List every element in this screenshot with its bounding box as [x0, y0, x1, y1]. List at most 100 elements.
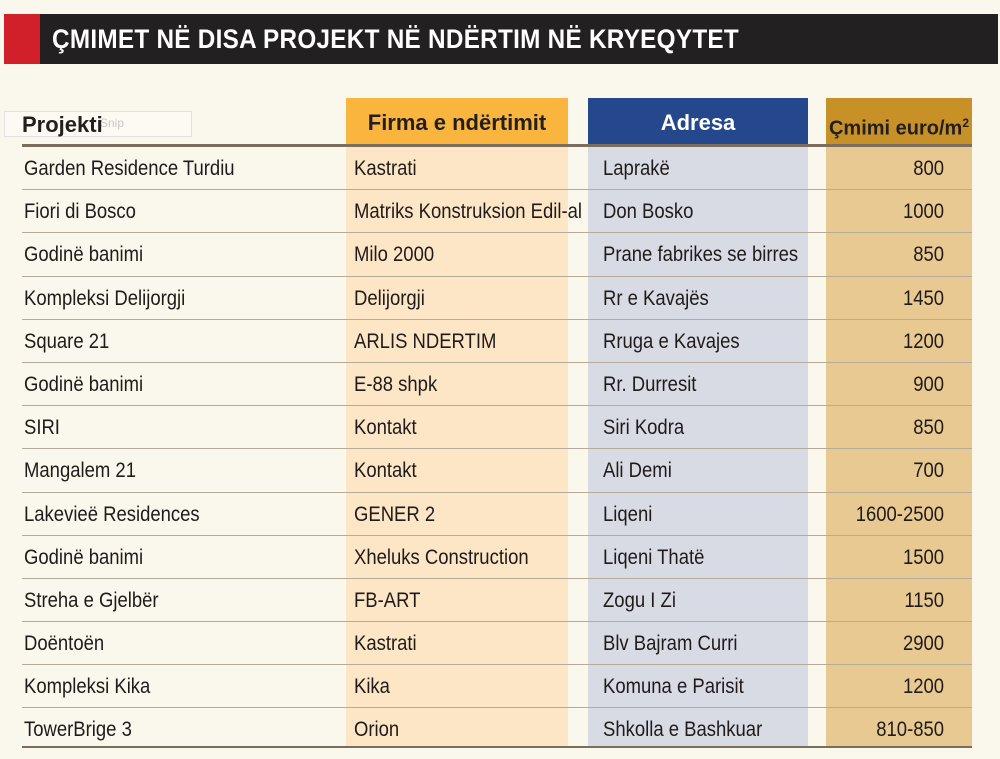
firm-cell: Milo 2000 — [354, 243, 435, 267]
title-accent — [4, 14, 40, 64]
firm-cell: E-88 shpk — [354, 372, 438, 396]
snip-overlay-box — [4, 111, 192, 137]
address-cell: Rr. Durresit — [603, 372, 697, 396]
row-divider — [22, 275, 972, 277]
price-value: 1500 — [902, 545, 945, 569]
firm-column-background — [346, 98, 568, 748]
firm-cell: Kontakt — [354, 459, 417, 483]
address-cell: Liqeni Thatë — [603, 545, 705, 569]
project-cell: Mangalem 21 — [24, 459, 136, 483]
title-bar: ÇMIMET NË DISA PROJEKT NË NDËRTIM NË KRY… — [4, 14, 998, 64]
table-row: Streha e Gjelbër FB-ART Zogu I Zi 1150 — [0, 579, 1000, 623]
project-cell: Streha e Gjelbër — [24, 588, 159, 612]
row-divider — [22, 448, 972, 450]
snip-label: Snip — [100, 116, 125, 130]
table-row: Godinë banimi Xheluks Construction Liqeni … — [0, 536, 1000, 579]
address-cell: Siri Kodra — [603, 416, 685, 440]
project-cell: Godinë banimi — [24, 545, 144, 569]
firm-cell: Kastrati — [354, 632, 417, 656]
project-cell: Godinë banimi — [24, 372, 144, 396]
address-cell: Laprakë — [603, 157, 670, 180]
project-cell: Square 21 — [24, 329, 110, 353]
firm-cell: ARLIS NDERTIM — [354, 329, 497, 353]
row-divider — [22, 621, 972, 623]
header-divider — [22, 144, 972, 147]
price-cell: 1200 — [844, 665, 974, 708]
price-value: 850 — [913, 416, 945, 440]
price-value: 700 — [913, 459, 945, 483]
table-row: Fiori di Bosco Matriks Konstruksion Edil-… — [0, 190, 1000, 234]
firm-cell: Xheluks Construction — [354, 545, 529, 569]
table-row: Mangalem 21 Kontakt Ali Demi 700 — [0, 449, 1000, 493]
table-row: Godinë banimi E-88 shpk Rr. Durresit 900 — [0, 363, 1000, 407]
price-value: 1600-2500 — [855, 502, 945, 526]
table-row: Square 21 ARLIS NDERTIM Rruga e Kavajes 120… — [0, 320, 1000, 363]
row-divider — [22, 664, 972, 666]
address-cell: Zogu I Zi — [603, 588, 676, 612]
price-cell: 700 — [844, 449, 974, 492]
table-row: Garden Residence Turdiu Kastrati Laprakë 80… — [0, 147, 1000, 191]
price-cell: 2900 — [844, 622, 974, 665]
address-cell: Prane fabrikes se birres — [603, 243, 799, 267]
project-cell: SIRI — [24, 416, 60, 440]
firm-cell: Kastrati — [354, 157, 417, 180]
row-divider — [22, 318, 972, 320]
firm-cell: Matriks Konstruksion Edil-al — [354, 200, 583, 224]
firm-cell: GENER 2 — [354, 502, 436, 526]
address-cell: Komuna e Parisit — [603, 675, 744, 699]
table-row: Kompleksi Delijorgji Delijorgji Rr e Kavaj… — [0, 277, 1000, 320]
price-table-body: Garden Residence Turdiu Kastrati Laprakë 80… — [0, 147, 1000, 752]
project-cell: Godinë banimi — [24, 243, 144, 267]
price-cell: 1500 — [844, 536, 974, 579]
firm-cell: Orion — [354, 718, 400, 742]
project-cell: TowerBrige 3 — [24, 718, 132, 742]
price-cell: 1200 — [844, 320, 974, 363]
page-title: ÇMIMET NË DISA PROJEKT NË NDËRTIM NË KRY… — [52, 24, 740, 54]
table-row: Lakevieë Residences GENER 2 Liqeni 1600-250… — [0, 493, 1000, 536]
table-row: TowerBrige 3 Orion Shkolla e Bashkuar 810-8… — [0, 708, 1000, 751]
project-cell: Fiori di Bosco — [24, 200, 136, 224]
header-price-label: Çmimi euro/m — [828, 117, 963, 140]
row-divider — [22, 189, 972, 191]
price-value: 1200 — [902, 675, 945, 699]
address-cell: Don Bosko — [603, 200, 694, 224]
address-cell: Rr e Kavajës — [603, 286, 709, 310]
row-divider — [22, 491, 972, 493]
table-row: Doëntoën Kastrati Blv Bajram Curri 2900 — [0, 622, 1000, 666]
price-value: 1150 — [904, 588, 945, 612]
header-price-superscript: 2 — [962, 116, 970, 130]
project-cell: Lakevieë Residences — [24, 502, 200, 526]
header-project: Projekti — [22, 112, 103, 137]
row-divider — [22, 577, 972, 579]
table-row: Kompleksi Kika Kika Komuna e Parisit 1200 — [0, 665, 1000, 709]
address-cell: Ali Demi — [603, 459, 672, 483]
project-cell: Garden Residence Turdiu — [24, 157, 235, 180]
price-value: 2900 — [902, 632, 945, 656]
price-value: 900 — [913, 372, 945, 396]
project-cell: Kompleksi Kika — [24, 675, 151, 699]
project-cell: Doëntoën — [24, 632, 105, 656]
price-value: 1200 — [902, 329, 945, 353]
row-divider — [22, 405, 972, 407]
table-row: Godinë banimi Milo 2000 Prane fabrikes se … — [0, 233, 1000, 277]
header-price: Çmimi euro/m2 — [826, 98, 972, 144]
price-value: 850 — [913, 243, 945, 267]
price-value: 1000 — [902, 200, 945, 224]
project-cell: Kompleksi Delijorgji — [24, 286, 186, 310]
price-cell: 1450 — [844, 277, 974, 320]
price-cell: 810-850 — [844, 708, 974, 751]
address-cell: Shkolla e Bashkuar — [603, 718, 763, 742]
firm-cell: Delijorgji — [354, 286, 425, 310]
price-cell: 1150 — [844, 579, 974, 622]
table-row: SIRI Kontakt Siri Kodra 850 — [0, 406, 1000, 450]
price-value: 810-850 — [876, 718, 945, 742]
header-address: Adresa — [588, 98, 808, 144]
price-cell: 1600-2500 — [844, 493, 974, 536]
price-value: 800 — [913, 157, 945, 180]
price-column-background — [826, 98, 972, 748]
price-cell: 900 — [844, 363, 974, 406]
row-divider — [22, 361, 972, 363]
address-cell: Blv Bajram Curri — [603, 632, 738, 656]
price-cell: 850 — [844, 233, 974, 276]
price-cell: 1000 — [844, 190, 974, 233]
